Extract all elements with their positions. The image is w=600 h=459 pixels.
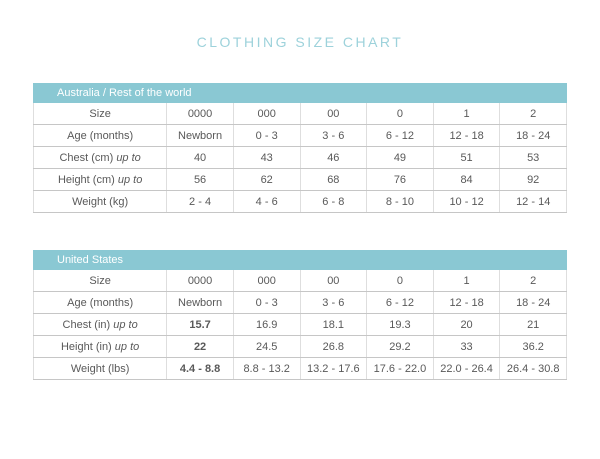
row-label-italic: up to — [114, 340, 140, 353]
value-cell: 6 - 12 — [366, 291, 434, 314]
row-label: Height (in) up to — [32, 335, 168, 358]
row-label: Chest (cm) up to — [32, 146, 168, 169]
value-cell: 56 — [166, 168, 234, 191]
value-cell: 0 — [366, 103, 434, 125]
value-cell: 2 — [499, 270, 567, 292]
clothing-size-chart-document: CLOTHING SIZE CHART Australia / Rest of … — [0, 34, 600, 380]
table-australia-header: Australia / Rest of the world — [33, 83, 567, 103]
page-title: CLOTHING SIZE CHART — [196, 34, 404, 50]
table-row: Chest (in) up to 15.7 16.9 18.1 19.3 20 21 — [32, 313, 567, 336]
value-cell: 62 — [232, 168, 301, 191]
value-cell: 24.5 — [232, 335, 301, 358]
value-cell: 22.0 - 26.4 — [432, 357, 501, 380]
value-cell: 76 — [366, 168, 434, 191]
table-row: Weight (lbs) 4.4 - 8.8 8.8 - 13.2 13.2 - 17… — [32, 357, 567, 380]
table-united-states-grid: Size 0000 000 00 0 1 2 Age (months) Newborn 0 - 3… — [32, 270, 567, 380]
row-label-italic: up to — [113, 318, 138, 331]
value-cell: 3 - 6 — [299, 291, 368, 314]
value-cell: 18.1 — [299, 313, 368, 336]
value-cell: 19.3 — [366, 313, 434, 336]
value-cell: 53 — [499, 146, 567, 169]
row-label: Age (months) — [32, 291, 168, 314]
value-cell: 13.2 - 17.6 — [299, 357, 368, 380]
value-cell: 33 — [432, 335, 501, 358]
table-row: Chest (cm) up to 40 43 46 49 51 53 — [32, 146, 567, 169]
value-cell: 40 — [166, 146, 234, 169]
value-cell: 4 - 6 — [232, 190, 301, 213]
value-cell: 1 — [432, 270, 501, 292]
value-cell: 000 — [232, 270, 301, 292]
value-cell: 10 - 12 — [432, 190, 501, 213]
table-australia: Australia / Rest of the world Size 0000 00… — [32, 83, 567, 213]
value-cell: 29.2 — [366, 335, 434, 358]
row-label-italic: up to — [116, 151, 141, 164]
value-cell: 22 — [166, 335, 234, 358]
value-cell: 26.4 - 30.8 — [499, 357, 567, 380]
row-label: Size — [32, 270, 168, 292]
value-cell: 51 — [432, 146, 501, 169]
table-row: Size 0000 000 00 0 1 2 — [32, 270, 567, 292]
value-cell: 46 — [299, 146, 368, 169]
table-united-states: United States Size 0000 000 00 0 1 2 Age (month… — [32, 250, 567, 380]
value-cell: 3 - 6 — [299, 124, 368, 147]
value-cell: 8.8 - 13.2 — [232, 357, 301, 380]
value-cell: 00 — [299, 103, 368, 125]
row-label-italic: up to — [117, 173, 143, 186]
value-cell: 21 — [499, 313, 567, 336]
value-cell: 15.7 — [166, 313, 234, 336]
table-australia-body: Size 0000 000 00 0 1 2 Age (months) Newborn 0 - 3… — [32, 103, 567, 213]
value-cell: 12 - 18 — [432, 124, 501, 147]
table-row: Size 0000 000 00 0 1 2 — [32, 103, 567, 125]
row-label: Size — [32, 103, 168, 125]
value-cell: 0000 — [166, 103, 234, 125]
value-cell: 84 — [432, 168, 501, 191]
value-cell: 0 - 3 — [232, 124, 301, 147]
table-row: Height (in) up to 22 24.5 26.8 29.2 33 36.2 — [32, 335, 567, 358]
value-cell: 49 — [366, 146, 434, 169]
row-label: Age (months) — [32, 124, 168, 147]
value-cell: 18 - 24 — [499, 291, 567, 314]
row-label: Weight (lbs) — [32, 357, 168, 380]
value-cell: 6 - 12 — [366, 124, 434, 147]
value-cell: 68 — [299, 168, 368, 191]
value-cell: Newborn — [166, 124, 234, 147]
table-united-states-body: Size 0000 000 00 0 1 2 Age (months) Newborn 0 - 3… — [32, 270, 567, 380]
value-cell: 00 — [299, 270, 368, 292]
value-cell: 36.2 — [499, 335, 567, 358]
value-cell: 8 - 10 — [366, 190, 434, 213]
value-cell: 17.6 - 22.0 — [366, 357, 434, 380]
value-cell: 2 - 4 — [166, 190, 234, 213]
value-cell: 0 — [366, 270, 434, 292]
row-label: Height (cm) up to — [32, 168, 168, 191]
value-cell: 43 — [232, 146, 301, 169]
table-row: Height (cm) up to 56 62 68 76 84 92 — [32, 168, 567, 191]
value-cell: 18 - 24 — [499, 124, 567, 147]
value-cell: Newborn — [166, 291, 234, 314]
row-label: Weight (kg) — [32, 190, 168, 213]
value-cell: 2 — [499, 103, 567, 125]
value-cell: 12 - 14 — [499, 190, 567, 213]
value-cell: 12 - 18 — [432, 291, 501, 314]
value-cell: 4.4 - 8.8 — [166, 357, 234, 380]
row-label: Chest (in) up to — [32, 313, 168, 336]
value-cell: 000 — [232, 103, 301, 125]
value-cell: 20 — [432, 313, 501, 336]
table-australia-grid: Size 0000 000 00 0 1 2 Age (months) Newborn 0 - 3… — [32, 103, 567, 213]
value-cell: 92 — [499, 168, 567, 191]
value-cell: 26.8 — [299, 335, 368, 358]
value-cell: 6 - 8 — [299, 190, 368, 213]
value-cell: 0 - 3 — [232, 291, 301, 314]
table-united-states-header: United States — [33, 250, 567, 270]
value-cell: 16.9 — [232, 313, 301, 336]
value-cell: 0000 — [166, 270, 234, 292]
value-cell: 1 — [432, 103, 501, 125]
